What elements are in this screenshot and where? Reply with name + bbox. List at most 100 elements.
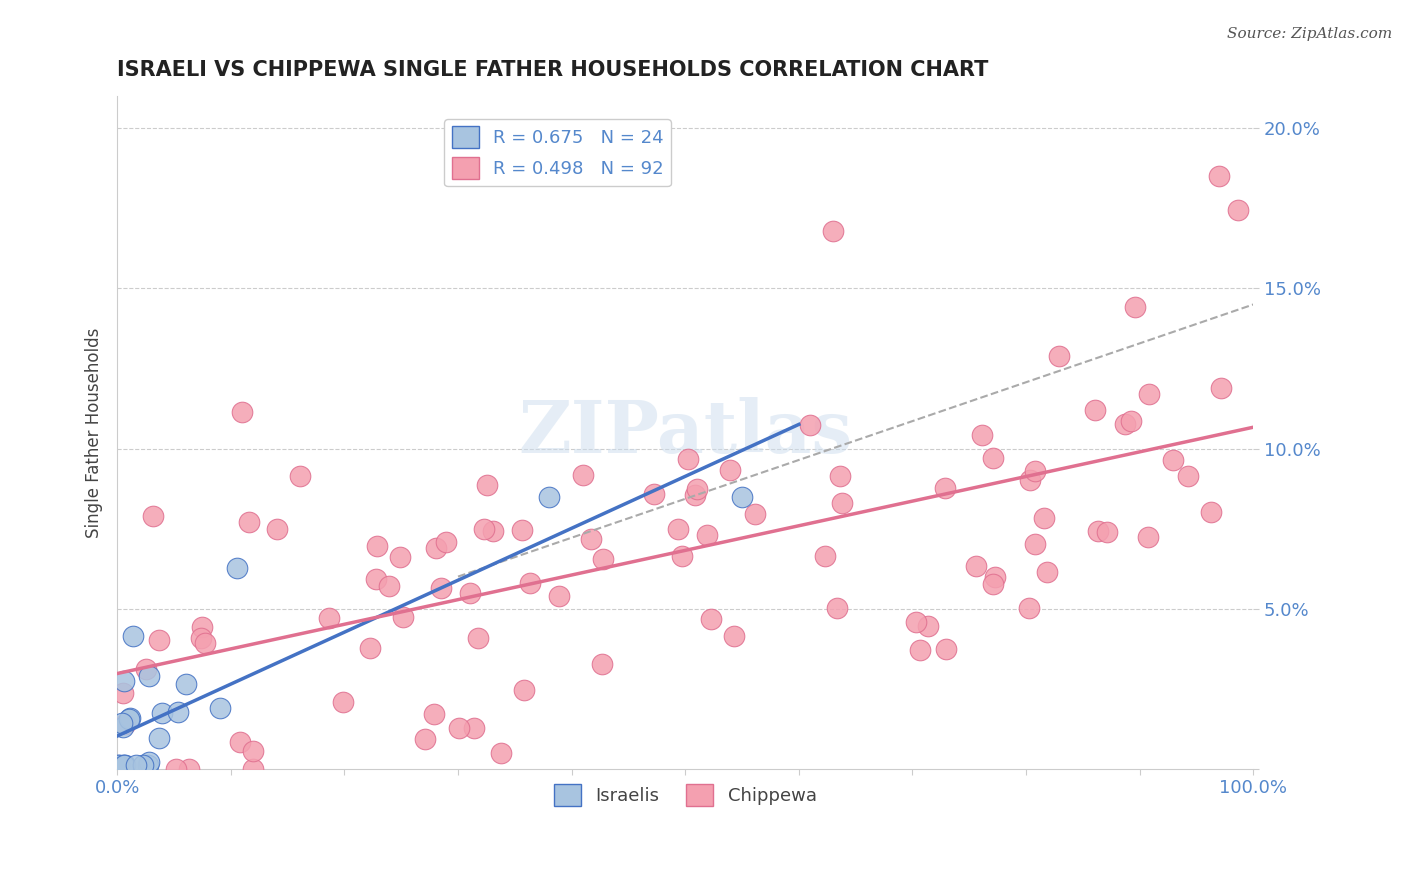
Point (643, 486, 665, 500)
Point (910, 643, 932, 657)
Point (678, 451, 700, 466)
Point (814, 549, 837, 563)
Point (1047, 349, 1070, 363)
Point (366, 572, 388, 586)
Point (318, 611, 340, 625)
Point (423, 707, 446, 722)
Point (718, 463, 741, 477)
Point (696, 527, 718, 541)
Point (136, 758, 159, 772)
Point (167, 705, 190, 719)
Point (165, 762, 187, 776)
Point (970, 428, 993, 442)
Y-axis label: Single Father Households: Single Father Households (86, 327, 103, 538)
Point (731, 490, 754, 504)
Point (671, 549, 693, 563)
Point (821, 224, 844, 238)
Point (111, 758, 134, 772)
Point (108, 758, 131, 772)
Point (983, 577, 1005, 591)
Text: Source: ZipAtlas.com: Source: ZipAtlas.com (1226, 27, 1392, 41)
Point (935, 641, 957, 656)
Point (513, 682, 536, 697)
Point (1163, 453, 1185, 467)
Point (537, 490, 560, 504)
Point (591, 657, 613, 671)
Point (378, 579, 401, 593)
Point (266, 522, 288, 536)
Point (194, 636, 217, 650)
Point (686, 482, 709, 496)
Point (111, 720, 134, 734)
Point (683, 488, 706, 502)
Point (1121, 414, 1143, 428)
Point (225, 560, 247, 574)
Point (290, 469, 312, 483)
Point (148, 731, 170, 745)
Point (138, 755, 160, 769)
Point (1024, 537, 1046, 551)
Point (415, 731, 437, 746)
Point (700, 612, 723, 626)
Point (723, 629, 745, 643)
Point (332, 695, 354, 709)
Point (1177, 468, 1199, 483)
Point (191, 620, 214, 634)
Point (111, 716, 134, 731)
Point (1084, 403, 1107, 417)
Point (112, 674, 135, 689)
Point (1137, 530, 1160, 544)
Point (242, 744, 264, 758)
Point (474, 522, 496, 536)
Point (242, 762, 264, 776)
Point (981, 451, 1004, 466)
Text: ZIPatlas: ZIPatlas (519, 397, 852, 468)
Point (447, 721, 470, 735)
Point (482, 524, 505, 538)
Point (1208, 169, 1230, 184)
Point (1211, 381, 1233, 395)
Point (174, 676, 197, 690)
Point (434, 535, 457, 549)
Point (831, 496, 853, 510)
Point (179, 762, 201, 776)
Point (148, 633, 170, 648)
Legend: Israelis, Chippewa: Israelis, Chippewa (547, 777, 824, 814)
Point (229, 735, 252, 749)
Point (830, 468, 852, 483)
Point (125, 758, 148, 772)
Point (917, 619, 939, 633)
Point (430, 581, 453, 595)
Point (112, 686, 135, 700)
Point (904, 615, 927, 629)
Point (114, 717, 136, 731)
Point (118, 711, 141, 725)
Point (1018, 601, 1040, 615)
Point (572, 468, 595, 483)
Point (107, 758, 129, 772)
Text: ISRAELI VS CHIPPEWA SINGLE FATHER HOUSEHOLDS CORRELATION CHART: ISRAELI VS CHIPPEWA SINGLE FATHER HOUSEH… (117, 60, 988, 79)
Point (208, 700, 231, 714)
Point (592, 552, 614, 566)
Point (190, 631, 212, 645)
Point (392, 610, 415, 624)
Point (238, 516, 260, 530)
Point (799, 417, 821, 432)
Point (463, 722, 485, 736)
Point (1035, 565, 1057, 579)
Point (389, 550, 412, 565)
Point (1032, 511, 1054, 525)
Point (142, 509, 165, 524)
Point (114, 758, 136, 772)
Point (150, 706, 173, 721)
Point (1199, 505, 1222, 519)
Point (547, 589, 569, 603)
Point (135, 662, 157, 676)
Point (122, 629, 145, 643)
Point (1097, 524, 1119, 539)
Point (489, 746, 512, 760)
Point (131, 758, 153, 772)
Point (512, 523, 534, 537)
Point (118, 712, 141, 726)
Point (1137, 386, 1160, 401)
